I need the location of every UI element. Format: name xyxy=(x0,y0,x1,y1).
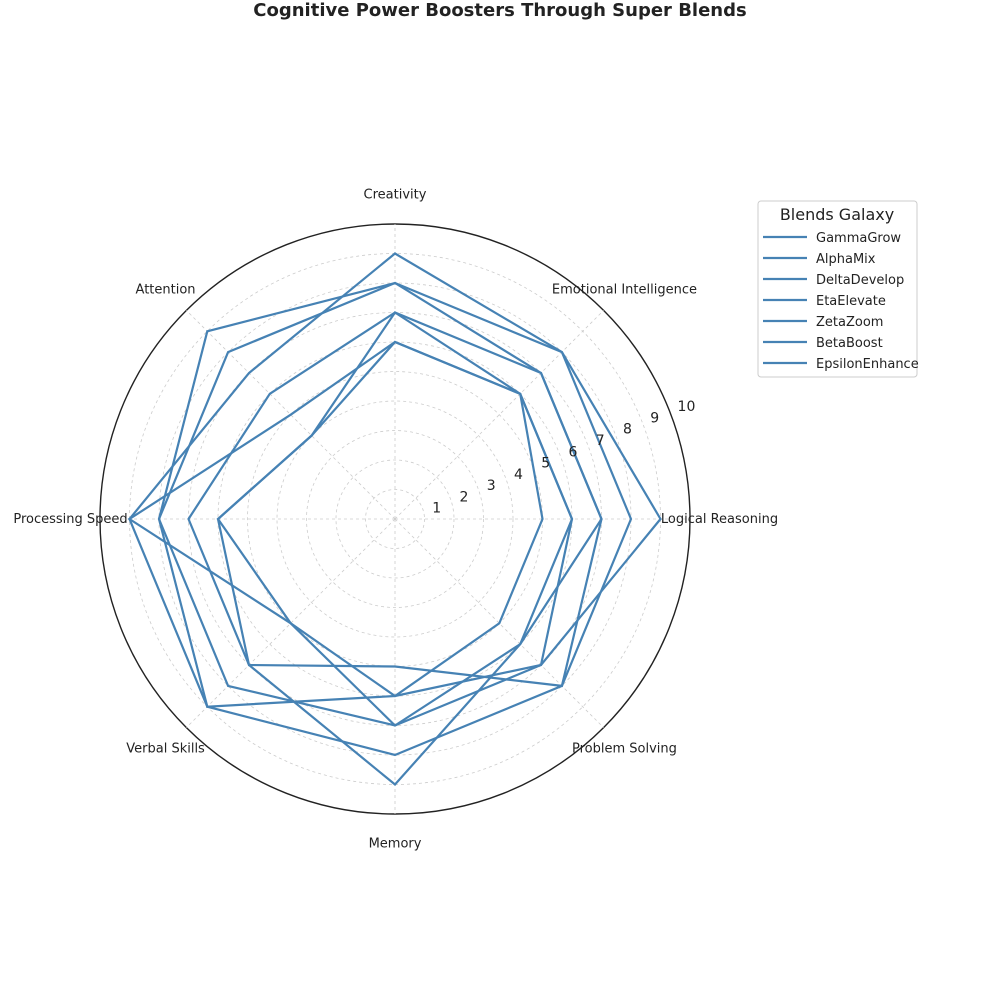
legend-label: AlphaMix xyxy=(816,252,876,267)
spoke-line xyxy=(186,310,396,520)
grid-ring xyxy=(335,459,455,579)
series-zetazoom-line xyxy=(187,311,574,787)
radial-tick-label: 3 xyxy=(487,478,496,494)
axis-label: Attention xyxy=(136,283,196,298)
radial-tick-label: 8 xyxy=(623,422,632,438)
chart-title: Cognitive Power Boosters Through Super B… xyxy=(253,0,746,21)
legend-items: GammaGrow AlphaMix DeltaDevelop EtaElevate Z… xyxy=(763,231,919,372)
legend-label: GammaGrow xyxy=(816,231,901,246)
axis-label: Verbal Skills xyxy=(126,741,205,756)
grid-ring xyxy=(276,400,514,638)
spoke-line xyxy=(394,310,604,520)
axis-label: Problem Solving xyxy=(572,741,677,756)
grid-ring xyxy=(365,489,425,549)
axis-label: Logical Reasoning xyxy=(661,512,778,527)
axis-label: Memory xyxy=(369,837,422,852)
legend-box xyxy=(757,200,918,378)
legend-label: EpsilonEnhance xyxy=(816,357,919,372)
legend-label: DeltaDevelop xyxy=(816,273,904,288)
spoke-line xyxy=(186,518,396,728)
radial-tick-labels: 1 2 3 4 5 6 7 8 9 10 xyxy=(432,399,695,517)
axis-label: Emotional Intelligence xyxy=(552,283,697,298)
legend: Blends Galaxy GammaGrow AlphaMix DeltaDeve… xyxy=(757,200,919,378)
radial-tick-label: 1 xyxy=(432,501,441,517)
axis-labels: Logical Reasoning Emotional Intelligence C… xyxy=(13,188,778,852)
radial-tick-label: 2 xyxy=(460,489,469,505)
axis-label: Processing Speed xyxy=(13,512,127,527)
series-betaboost-line xyxy=(127,340,574,727)
radial-tick-label: 5 xyxy=(541,456,550,472)
radial-tick-label: 6 xyxy=(569,444,578,460)
radial-tick-label: 10 xyxy=(678,399,696,415)
series-deltadevelop-line xyxy=(157,281,603,727)
radial-tick-label: 4 xyxy=(514,467,523,483)
legend-label: EtaElevate xyxy=(816,294,886,309)
legend-label: BetaBoost xyxy=(816,336,883,351)
radial-tick-label: 9 xyxy=(650,410,659,426)
spoke-line xyxy=(394,518,604,728)
legend-title: Blends Galaxy xyxy=(780,205,894,224)
legend-label: ZetaZoom xyxy=(816,315,883,330)
radar-series xyxy=(127,252,662,787)
grid-ring xyxy=(306,430,484,608)
axis-label: Creativity xyxy=(364,188,427,203)
series-epsilonenhance-line xyxy=(216,311,603,688)
radial-tick-label: 7 xyxy=(596,433,605,449)
